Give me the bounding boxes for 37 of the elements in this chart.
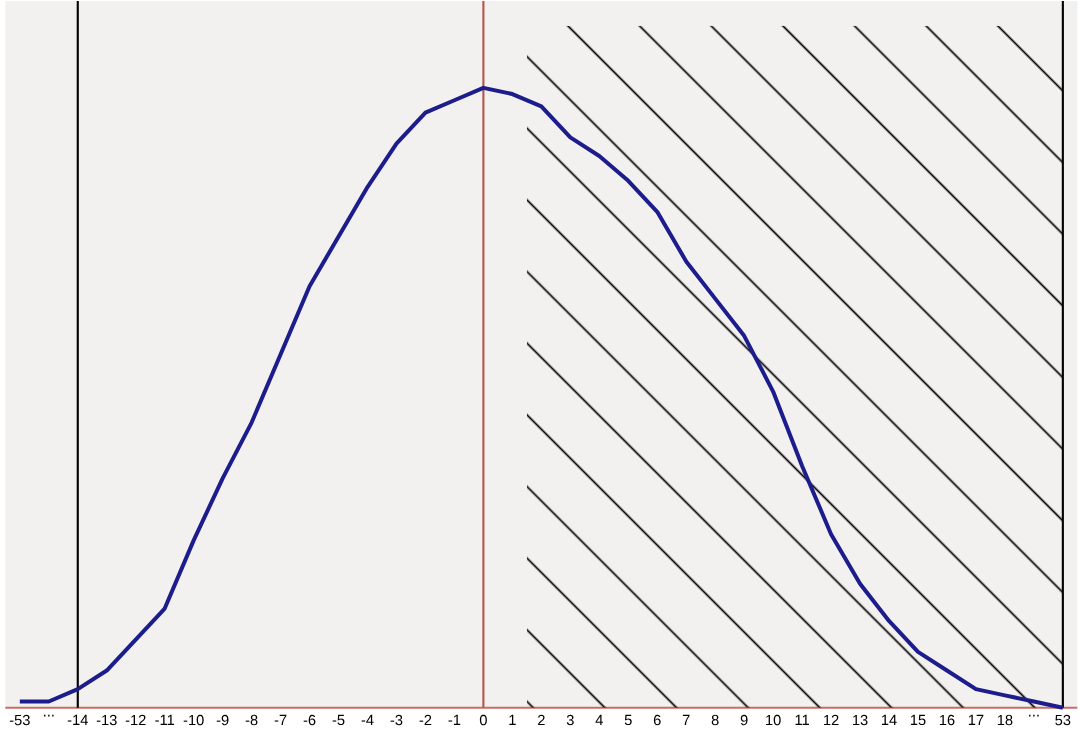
x-tick-label: 1	[509, 714, 516, 726]
x-tick-label: 5	[624, 714, 632, 726]
x-tick-label: 11	[795, 714, 809, 726]
x-tick-label: 7	[682, 714, 690, 726]
x-tick-label: -14	[67, 714, 88, 726]
x-tick-label: 17	[968, 714, 984, 726]
x-tick-label: 18	[997, 714, 1013, 726]
x-tick-label: -3	[390, 714, 403, 726]
x-tick-label: -2	[419, 714, 432, 726]
x-tick-label: -53	[9, 714, 30, 726]
x-tick-label: -5	[332, 714, 345, 726]
x-tick-label: 10	[766, 714, 781, 726]
x-tick-label: 9	[740, 714, 748, 726]
x-tick-label: -13	[96, 714, 117, 726]
x-tick-label: -8	[245, 714, 258, 726]
x-tick-label: 14	[881, 714, 897, 726]
x-tick-label: 8	[711, 714, 719, 726]
x-tick-label: -11	[155, 714, 175, 726]
x-tick-label: 16	[939, 714, 955, 726]
x-tick-label: 12	[824, 714, 839, 726]
x-tick-label: 4	[595, 714, 603, 726]
x-tick-label: -10	[183, 714, 204, 726]
x-tick-label: 0	[479, 714, 487, 726]
x-tick-label: ...	[1029, 714, 1039, 717]
x-tick-label: 6	[653, 714, 661, 726]
x-tick-label: 53	[1055, 714, 1071, 726]
x-tick-label: -6	[303, 714, 316, 726]
x-tick-label: -1	[448, 714, 461, 726]
x-tick-label: 2	[537, 714, 545, 726]
x-tick-label: -7	[274, 714, 287, 726]
x-tick-label: ...	[44, 714, 54, 717]
x-tick-label: 15	[910, 714, 926, 726]
x-tick-label: 3	[566, 714, 574, 726]
x-tick-label: -12	[125, 714, 146, 726]
x-tick-label: 13	[852, 714, 868, 726]
x-tick-label: -4	[361, 714, 374, 726]
x-tick-label: -9	[216, 714, 229, 726]
